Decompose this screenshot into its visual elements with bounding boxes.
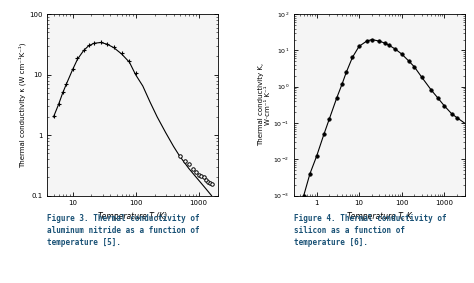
Y-axis label: Thermal conductivity K,
W·cm⁻¹ K⁻¹: Thermal conductivity K, W·cm⁻¹ K⁻¹ bbox=[257, 63, 271, 146]
X-axis label: Temperature T (K): Temperature T (K) bbox=[98, 212, 167, 221]
X-axis label: Temperature T, K: Temperature T, K bbox=[347, 212, 412, 221]
Text: Figure 4. Thermal conductivity of
silicon as a function of
temperature [6].: Figure 4. Thermal conductivity of silico… bbox=[294, 214, 447, 247]
Y-axis label: Thermal conductivity κ (W cm⁻¹K⁻¹): Thermal conductivity κ (W cm⁻¹K⁻¹) bbox=[19, 42, 26, 168]
Text: Figure 3. Thermal conductivity of
aluminum nitride as a function of
temperature : Figure 3. Thermal conductivity of alumin… bbox=[47, 214, 200, 247]
